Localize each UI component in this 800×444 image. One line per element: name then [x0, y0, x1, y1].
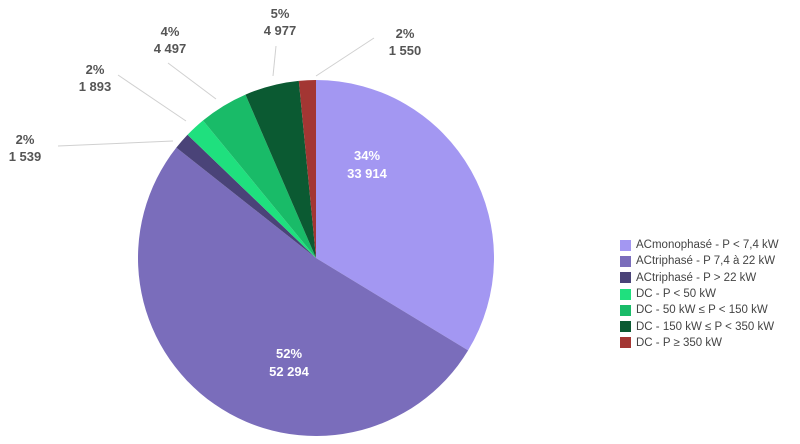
- pie-slice: [176, 134, 316, 258]
- legend-swatch: [620, 272, 631, 284]
- slice-label-value: 1 539: [8, 149, 42, 164]
- pie-slices: [138, 80, 495, 436]
- legend-label: DC - P ≥ 350 kW: [636, 336, 722, 349]
- legend-item-dc-lt50: DC - P < 50 kW: [620, 286, 779, 302]
- legend-item-ac-mono: ACmonophasé - P < 7,4 kW: [620, 237, 779, 253]
- slice-label-value: 1 550: [388, 43, 422, 58]
- legend-label: ACtriphasé - P 7,4 à 22 kW: [636, 255, 776, 268]
- leader-line-dc-gte350: [315, 37, 375, 77]
- legend-label: DC - 150 kW ≤ P < 350 kW: [636, 320, 775, 333]
- legend-swatch: [620, 288, 631, 300]
- leader-lines: [57, 37, 375, 147]
- pie-slice: [298, 80, 316, 258]
- slice-label-dc-gte350: 2% 1 550: [380, 25, 430, 59]
- slice-label-value: 4 497: [153, 41, 187, 56]
- chart-legend: ACmonophasé - P < 7,4 kW ACtriphasé - P …: [620, 237, 779, 351]
- legend-swatch: [620, 304, 631, 316]
- slice-label-pct: 2%: [85, 62, 105, 77]
- leader-line-dc-150-350: [272, 45, 277, 77]
- leader-line-dc-lt50: [117, 74, 187, 122]
- pie-slice: [202, 94, 316, 259]
- slice-label-value: 4 977: [263, 23, 297, 38]
- leader-line-dc-50-150: [167, 62, 217, 100]
- slice-label-value: 52 294: [269, 364, 309, 379]
- legend-swatch: [620, 321, 631, 333]
- legend-item-dc-150-350: DC - 150 kW ≤ P < 350 kW: [620, 318, 779, 334]
- slice-label-pct: 5%: [270, 6, 290, 21]
- pie-slice: [245, 80, 316, 258]
- slice-label-value: 33 914: [347, 166, 387, 181]
- legend-label: DC - 50 kW ≤ P < 150 kW: [636, 304, 768, 317]
- legend-label: DC - P < 50 kW: [636, 288, 716, 301]
- slice-label-pct: 52%: [275, 346, 303, 361]
- legend-item-ac-tri-high: ACtriphasé - P > 22 kW: [620, 270, 779, 286]
- pie-slice: [316, 80, 495, 351]
- legend-label: ACmonophasé - P < 7,4 kW: [636, 239, 779, 252]
- legend-label: ACtriphasé - P > 22 kW: [636, 271, 757, 284]
- slice-label-pct: 4%: [160, 24, 180, 39]
- legend-swatch: [620, 239, 631, 251]
- slice-label-dc-50-150: 4% 4 497: [145, 23, 195, 57]
- pie-slice: [138, 147, 469, 436]
- legend-swatch: [620, 337, 631, 349]
- slice-label-dc-150-350: 5% 4 977: [255, 5, 305, 39]
- slice-label-pct: 2%: [395, 26, 415, 41]
- slice-label-ac-tri: 52% 52 294: [257, 345, 321, 381]
- slice-label-value: 1 893: [78, 79, 112, 94]
- slice-label-pct: 2%: [15, 132, 35, 147]
- legend-item-ac-tri: ACtriphasé - P 7,4 à 22 kW: [620, 253, 779, 269]
- legend-swatch: [620, 255, 631, 267]
- slice-label-ac-tri-high: 2% 1 539: [0, 131, 50, 165]
- legend-item-dc-gte350: DC - P ≥ 350 kW: [620, 335, 779, 351]
- slice-label-ac-mono: 34% 33 914: [335, 147, 399, 183]
- legend-item-dc-50-150: DC - 50 kW ≤ P < 150 kW: [620, 302, 779, 318]
- pie-slice: [187, 120, 316, 258]
- slice-label-dc-lt50: 2% 1 893: [70, 61, 120, 95]
- slice-label-pct: 34%: [353, 148, 381, 163]
- leader-line-ac-tri-high: [57, 140, 174, 147]
